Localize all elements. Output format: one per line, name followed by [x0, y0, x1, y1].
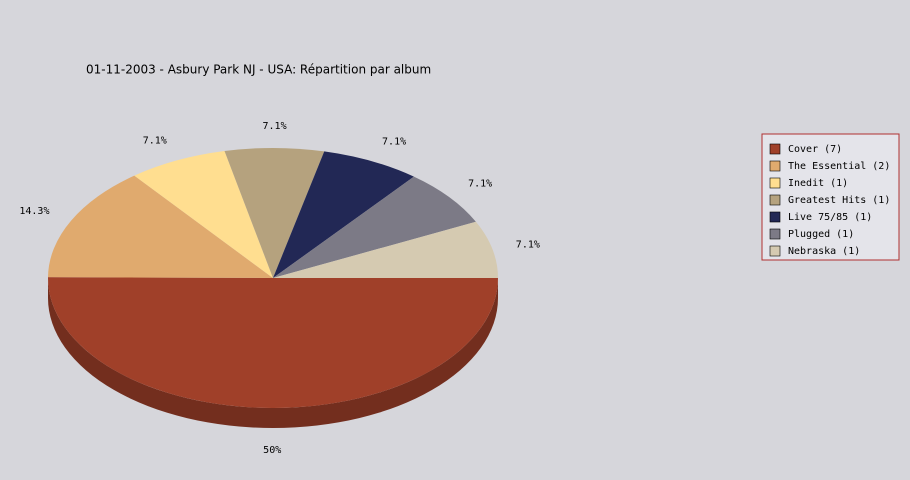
pie-slice: [273, 176, 476, 278]
data-label: 7.1%: [468, 179, 492, 190]
legend-label: Inedit (1): [788, 178, 848, 189]
pie-slice: [224, 148, 325, 278]
pie-slice: [273, 221, 498, 278]
legend-swatch: [769, 177, 781, 189]
chart-title: 01-11-2003 - Asbury Park NJ - USA: Répar…: [86, 63, 431, 77]
data-label: 7.1%: [382, 136, 406, 147]
legend-label: Cover (7): [788, 144, 842, 155]
legend-swatch: [769, 160, 781, 172]
legend-label: Plugged (1): [788, 229, 854, 240]
legend-label: The Essential (2): [788, 161, 890, 172]
data-label: 14.3%: [19, 206, 49, 217]
data-label: 7.1%: [516, 239, 540, 250]
pie-slice: [48, 277, 498, 408]
legend-label: Greatest Hits (1): [788, 195, 890, 206]
legend: Cover (7) The Essential (2) Inedit (1) Grea…: [761, 133, 900, 261]
pie-slice: [134, 151, 273, 278]
legend-swatch: [769, 245, 781, 257]
legend-label: Live 75/85 (1): [788, 212, 872, 223]
pie-slice: [48, 175, 274, 278]
data-label: 7.1%: [263, 121, 287, 132]
pie: 50% 14.3% 7.1% 7.1% 7.1% 7.1% 7.1%: [19, 121, 540, 456]
legend-box: [761, 133, 900, 261]
legend-label: Nebraska (1): [788, 246, 860, 257]
legend-swatch: [769, 194, 781, 206]
legend-swatch: [769, 211, 781, 223]
data-label: 50%: [263, 445, 281, 456]
pie-slice: [273, 151, 414, 278]
data-label: 7.1%: [143, 136, 167, 147]
legend-swatch: [769, 228, 781, 240]
legend-swatch: [769, 143, 781, 155]
